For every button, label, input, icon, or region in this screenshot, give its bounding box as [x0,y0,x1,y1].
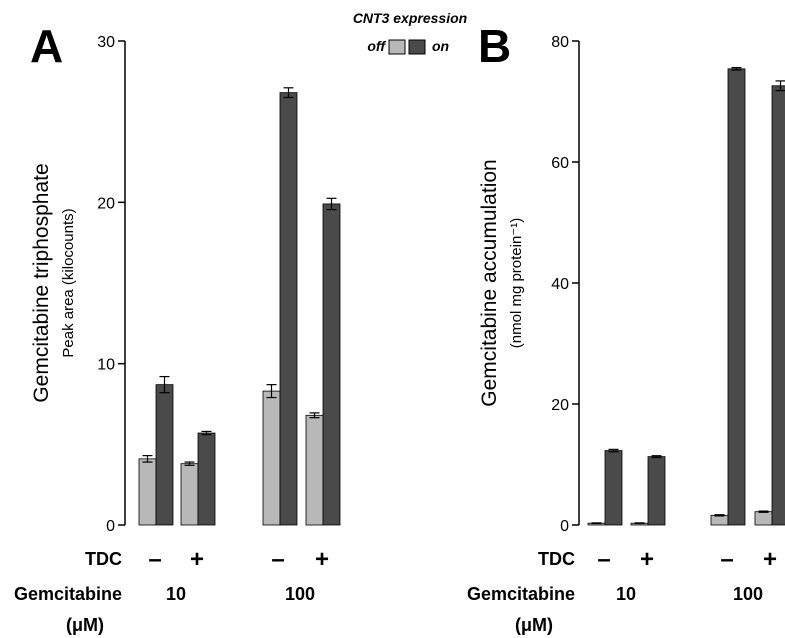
panel-b-x-labels: TDC – + – + Gemcitabine (μM) 10 100 [467,546,777,635]
panel-a-bar-off [138,458,157,526]
panel-a-bar-off [180,463,199,526]
panel-a-y-axis-subtitle: Peak area (kilocounts) [60,208,77,357]
panel-letter-a: A [30,20,63,72]
panel-b-gemcitabine-unit: (μM) [515,615,553,635]
panel-a-tdc-minus-100: – [271,546,284,573]
panel-b-tdc-plus-100: + [763,546,777,573]
panel-a-bar-on [279,92,298,526]
panel-b-y-tick-label: 20 [551,397,569,414]
panel-a-y-tick-label: 20 [97,195,115,212]
panel-b-tdc-minus-100: – [720,546,733,573]
panel-b-dose-10: 10 [616,584,636,604]
panel-a-plot: 0 10 20 30 [97,34,341,535]
panel-a-tdc-label: TDC [85,549,122,569]
panel-a-bar-off [305,414,324,526]
legend-label-on: on [432,38,449,54]
panel-a-bar-on [322,203,341,526]
panel-a-bar-on [197,432,216,526]
panel-a-y-tick-label: 10 [97,357,115,374]
panel-b-bar-on [727,68,746,526]
panel-b-bar-on [771,85,785,526]
panel-b-y-tick-label: 80 [551,34,569,51]
panel-a-gemcitabine-unit: (μM) [66,615,104,635]
panel-letter-b: B [478,20,511,72]
panel-a-tdc-plus-100: + [315,546,329,573]
panel-a-bar-on [155,384,174,526]
panel-b-bar-off [754,511,773,526]
panel-a-y-tick-label: 30 [97,34,115,51]
panel-a-dose-10: 10 [166,584,186,604]
panel-a-tdc-plus-10: + [190,546,204,573]
panel-b-tdc-plus-10: + [640,546,654,573]
panel-a-y-axis-title: Gemcitabine triphosphate [30,163,53,402]
panel-b-tdc-label: TDC [538,549,575,569]
panel-b-y-tick-label: 40 [551,276,569,293]
panel-a-bar-off [262,390,281,526]
legend-title: CNT3 expression [353,10,467,26]
panel-a-x-labels: TDC – + – + Gemcitabine (μM) 10 100 [14,546,329,635]
panel-a-tdc-minus-10: – [148,546,161,573]
panel-b-bar-on [604,450,623,526]
panel-b-gemcitabine-label: Gemcitabine [467,584,575,604]
panel-b-y-tick-label: 60 [551,155,569,172]
legend: CNT3 expression off on [353,10,467,55]
panel-b-y-axis-title: Gemcitabine accumulation [478,159,501,406]
panel-b-plot: 0 20 40 60 80 [551,34,785,535]
panel-b-dose-100: 100 [733,584,763,604]
panel-b-y-axis-subtitle: (nmol mg protein⁻¹) [508,218,525,348]
panel-a-gemcitabine-label: Gemcitabine [14,584,122,604]
panel-a-y-tick-label: 0 [106,518,115,535]
panel-b-bar-off [710,514,729,526]
panel-b-y-tick-label: 0 [560,518,569,535]
legend-swatch-on [408,39,426,55]
legend-label-off: off [367,38,386,54]
legend-swatch-off [388,39,406,55]
panel-a-dose-100: 100 [285,584,315,604]
panel-b-bar-on [647,456,666,526]
panel-b-tdc-minus-10: – [597,546,610,573]
